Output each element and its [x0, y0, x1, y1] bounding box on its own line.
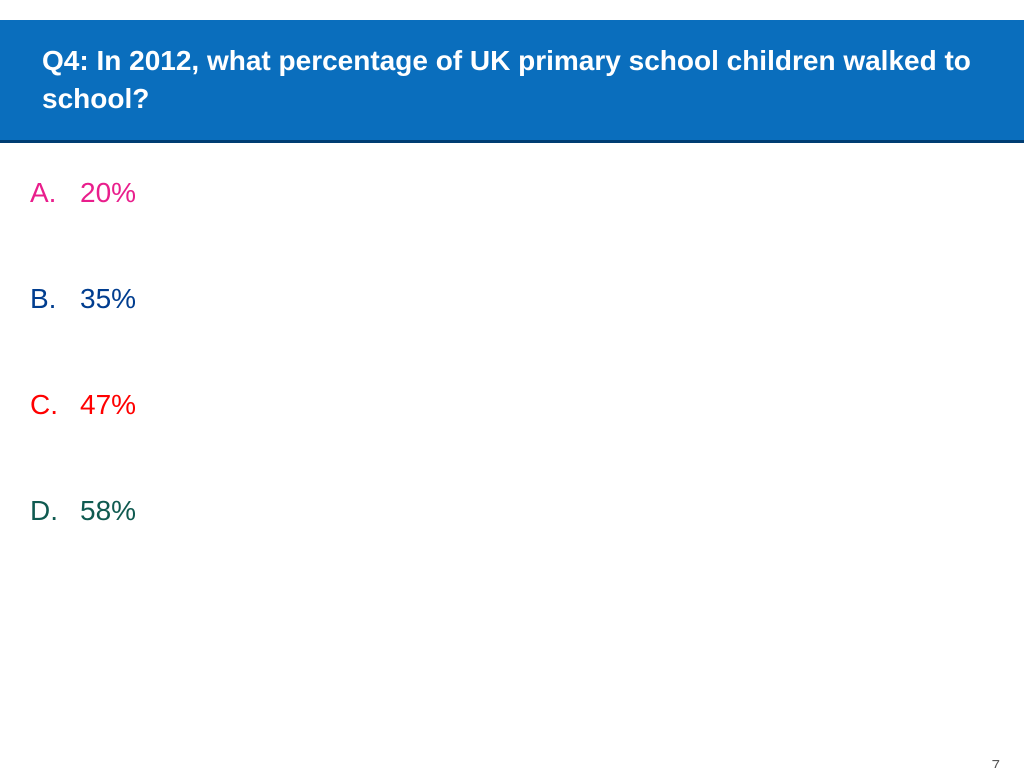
- option-value-d: 58%: [80, 495, 136, 527]
- option-value-b: 35%: [80, 283, 136, 315]
- option-letter-c: C.: [30, 389, 80, 421]
- option-d: D. 58%: [30, 495, 1004, 527]
- question-header: Q4: In 2012, what percentage of UK prima…: [0, 20, 1024, 143]
- option-letter-a: A.: [30, 177, 80, 209]
- option-a: A. 20%: [30, 177, 1004, 209]
- option-letter-d: D.: [30, 495, 80, 527]
- options-list: A. 20% B. 35% C. 47% D. 58%: [0, 143, 1024, 527]
- option-c: C. 47%: [30, 389, 1004, 421]
- page-number: 7: [992, 757, 1000, 768]
- option-value-a: 20%: [80, 177, 136, 209]
- question-text: Q4: In 2012, what percentage of UK prima…: [42, 42, 1004, 118]
- option-letter-b: B.: [30, 283, 80, 315]
- option-b: B. 35%: [30, 283, 1004, 315]
- option-value-c: 47%: [80, 389, 136, 421]
